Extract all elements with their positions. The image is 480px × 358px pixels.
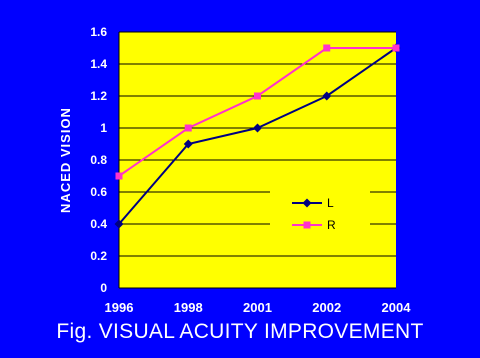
data-point-L (322, 91, 332, 101)
y-tick-label: 1 (100, 121, 107, 135)
x-tick-label: 1996 (105, 300, 134, 315)
data-point-L (253, 123, 262, 133)
legend-box (270, 190, 370, 242)
data-point-R (115, 172, 123, 180)
data-point-R (323, 44, 331, 52)
legend-label-R: R (327, 218, 336, 232)
gridlines (118, 31, 396, 289)
y-tick-label: 1.6 (90, 25, 107, 39)
y-tick-label: 0.2 (90, 249, 107, 263)
legend-label-L: L (327, 196, 334, 210)
x-tick-label: 2004 (382, 300, 412, 315)
data-point-L (183, 139, 193, 149)
data-point-R (254, 92, 261, 100)
figure-caption: Fig. VISUAL ACUITY IMPROVEMENT (56, 320, 424, 343)
legend-marker-R (303, 221, 311, 229)
y-tick-label: 1.4 (90, 57, 107, 71)
y-tick-label: 0.6 (90, 185, 107, 199)
y-tick-labels: 0 0.2 0.4 0.6 0.8 1 1.2 1.4 1.6 (90, 25, 107, 295)
x-tick-label: 2002 (312, 300, 341, 315)
y-tick-label: 0.8 (90, 153, 107, 167)
line-chart: 0 0.2 0.4 0.6 0.8 1 1.2 1.4 1.6 1996 1998 2001 2002… (58, 25, 412, 315)
y-tick-label: 1.2 (90, 89, 107, 103)
series-R (115, 44, 400, 180)
y-axis-label: NACED VISION (58, 107, 73, 213)
x-tick-labels: 1996 1998 2001 2002 2004 (105, 300, 412, 315)
data-point-R (184, 124, 192, 132)
series-layer (114, 43, 401, 229)
data-point-L (114, 219, 124, 229)
y-tick-label: 0.4 (90, 217, 107, 231)
data-point-R (392, 44, 400, 52)
legend-marker-L (302, 198, 312, 208)
x-tick-label: 1998 (174, 300, 203, 315)
legend: LR (270, 190, 370, 242)
x-tick-label: 2001 (243, 300, 272, 315)
y-tick-label: 0 (100, 281, 107, 295)
